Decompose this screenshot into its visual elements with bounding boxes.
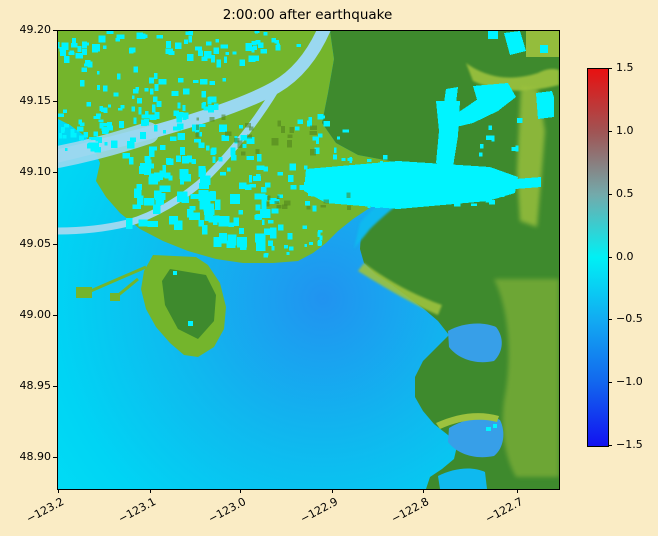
x-tick-mark	[423, 489, 424, 493]
x-tick-label: −122.8	[389, 495, 432, 526]
x-tick-label: −122.9	[298, 495, 341, 526]
y-tick-label: 49.10	[19, 165, 52, 178]
beach-fringe	[358, 263, 442, 315]
colorbar-tick-mark	[608, 130, 612, 132]
southeast-bays	[436, 323, 504, 489]
y-tick-mark	[53, 101, 57, 102]
semiahmoo-spit	[436, 413, 499, 429]
colorbar-gradient	[588, 69, 608, 446]
map-plot	[57, 30, 560, 490]
semiahmoo-bay-pocket	[448, 323, 502, 363]
y-tick-label: 49.05	[19, 237, 52, 250]
y-tick-label: 48.95	[19, 379, 52, 392]
causeway-jetty	[85, 265, 147, 295]
valley-fringe-right	[517, 86, 545, 227]
corner-olive	[526, 31, 559, 57]
x-tick-label: −123.0	[206, 495, 249, 526]
y-tick-mark	[53, 457, 57, 458]
se-olive-wedge	[494, 279, 559, 477]
x-tick-label: −123.2	[24, 495, 67, 526]
map-canvas	[58, 31, 559, 489]
colorbar-tick-label: 0.0	[616, 249, 634, 263]
y-tick-mark	[53, 244, 57, 245]
colorbar-tick-mark	[608, 256, 612, 258]
colorbar-tick-label: −1.5	[616, 438, 643, 451]
x-tick-mark	[332, 489, 333, 493]
colorbar-tick-mark	[608, 382, 612, 384]
colorbar-tick-label: 1.5	[616, 61, 634, 74]
delta-lowland	[58, 31, 402, 263]
upland-east	[322, 31, 559, 489]
colorbar-tick-mark	[608, 68, 612, 69]
colorbar-tick-mark	[608, 193, 612, 195]
colorbar-tick-label: 0.5	[616, 186, 634, 200]
colorbar	[587, 68, 609, 447]
point-roberts-peninsula	[76, 255, 226, 357]
x-tick-mark	[240, 489, 241, 493]
y-tick-mark	[53, 386, 57, 387]
y-tick-label: 49.00	[19, 308, 52, 321]
x-tick-label: −122.7	[483, 495, 526, 526]
flood-speckles	[58, 31, 523, 258]
valley-fringe-top	[466, 63, 559, 91]
jetty-terminal-2	[110, 293, 120, 301]
colorbar-tick-mark	[608, 319, 612, 321]
y-tick-label: 49.15	[19, 94, 52, 107]
colorbar-tick-label: −1.0	[616, 375, 643, 389]
x-tick-mark	[150, 489, 151, 493]
x-tick-mark	[58, 489, 59, 493]
y-tick-mark	[53, 172, 57, 173]
colorbar-tick-label: 1.0	[616, 123, 634, 137]
y-tick-label: 49.20	[19, 23, 52, 36]
colorbar-tick-label: −0.5	[616, 312, 643, 326]
y-tick-mark	[53, 30, 57, 31]
jetty-terminal	[76, 287, 92, 298]
x-tick-mark	[517, 489, 518, 493]
y-tick-label: 48.90	[19, 450, 52, 463]
bottom-bay	[438, 468, 487, 489]
plot-title: 2:00:00 after earthquake	[222, 7, 393, 23]
x-tick-label: −123.1	[116, 495, 159, 526]
y-tick-mark	[53, 315, 57, 316]
colorbar-tick-mark	[608, 445, 612, 446]
flood-channels	[304, 31, 554, 209]
